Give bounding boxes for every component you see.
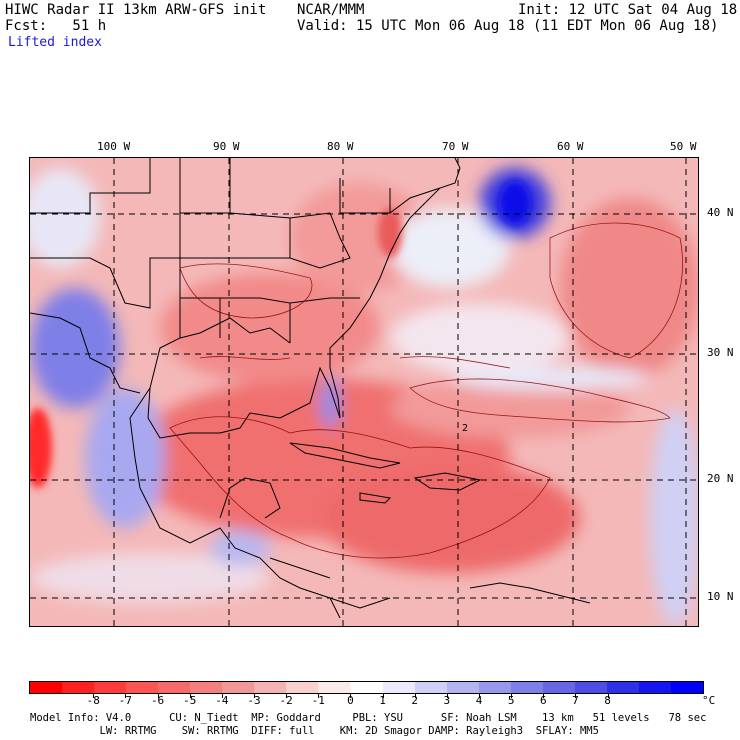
field-name: Lifted index bbox=[8, 35, 102, 50]
field-detail bbox=[30, 181, 531, 488]
colorbar-swatch bbox=[286, 682, 319, 693]
map-svg: 2 bbox=[30, 158, 698, 626]
forecast-hour: Fcst: 51 h bbox=[5, 18, 107, 34]
colorbar-tick bbox=[414, 693, 416, 698]
colorbar-swatch bbox=[318, 682, 351, 693]
colorbar-label: -2 bbox=[279, 694, 293, 707]
colorbar-swatch bbox=[670, 682, 703, 693]
contour-lines bbox=[169, 222, 683, 559]
colorbar-swatch bbox=[542, 682, 575, 693]
colorbar-label: 8 bbox=[604, 694, 611, 707]
colorbar-swatch bbox=[350, 682, 383, 693]
colorbar-label: 7 bbox=[572, 694, 579, 707]
colorbar-label: 6 bbox=[539, 694, 547, 707]
colorbar-tick bbox=[189, 693, 191, 698]
colorbar-label: -3 bbox=[247, 694, 261, 707]
lon-label-60w: 60 W bbox=[557, 140, 584, 153]
lon-label-80w: 80 W bbox=[327, 140, 354, 153]
colorbar-swatch bbox=[574, 682, 607, 693]
lat-label-20n: 20 N bbox=[707, 472, 734, 485]
colorbar-tick bbox=[607, 693, 609, 698]
colorbar-swatch bbox=[382, 682, 415, 693]
valid-time: Valid: 15 UTC Mon 06 Aug 18 (11 EDT Mon … bbox=[297, 18, 719, 34]
colorbar-label: -8 bbox=[86, 694, 100, 707]
colorbar-swatch bbox=[638, 682, 671, 693]
colorbar-tick bbox=[350, 693, 352, 698]
contour-label: 2 bbox=[462, 423, 468, 434]
colorbar-label: 2 bbox=[411, 694, 419, 707]
colorbar-label: 1 bbox=[379, 694, 386, 707]
colorbar-label: -6 bbox=[150, 694, 165, 707]
init-time: Init: 12 UTC Sat 04 Aug 18 bbox=[518, 2, 738, 18]
colorbar-label: 0 bbox=[347, 694, 354, 707]
colorbar-tick bbox=[125, 693, 127, 698]
colorbar-ticks bbox=[29, 693, 704, 699]
colorbar-swatch bbox=[126, 682, 159, 693]
colorbar-unit: °C bbox=[702, 694, 716, 707]
colorbar-tick bbox=[575, 693, 577, 698]
coastlines bbox=[30, 158, 591, 619]
colorbar-label: -5 bbox=[183, 694, 197, 707]
colorbar-tick bbox=[254, 693, 255, 698]
lon-label-50w: 50 W bbox=[670, 140, 697, 153]
field-shading bbox=[30, 168, 698, 626]
lat-label-10n: 10 N bbox=[707, 590, 734, 603]
colorbar bbox=[29, 681, 704, 694]
institution-label: NCAR/MMM bbox=[297, 2, 365, 18]
colorbar-tick bbox=[382, 693, 384, 698]
lon-label-70w: 70 W bbox=[442, 140, 469, 153]
colorbar-swatch bbox=[222, 682, 255, 693]
colorbar-tick bbox=[446, 693, 448, 698]
lon-label-90w: 90 W bbox=[213, 140, 240, 153]
colorbar-label: 5 bbox=[507, 694, 515, 707]
colorbar-swatch bbox=[158, 682, 191, 693]
colorbar-swatch bbox=[30, 682, 63, 693]
colorbar-tick bbox=[93, 693, 95, 698]
graticule bbox=[30, 158, 698, 626]
lifted-index-map: 2 bbox=[29, 157, 699, 627]
colorbar-tick bbox=[157, 693, 159, 698]
model-title: HIWC Radar II 13km ARW-GFS init bbox=[5, 2, 267, 18]
colorbar-swatch bbox=[478, 682, 511, 693]
colorbar-tick bbox=[286, 693, 288, 698]
colorbar-tick bbox=[511, 693, 513, 698]
model-info-line2: LW: RRTMG SW: RRTMG DIFF: full KM: 2D Sm… bbox=[30, 725, 599, 737]
colorbar-label: 3 bbox=[443, 694, 451, 707]
colorbar-tick bbox=[479, 693, 480, 698]
colorbar-swatch bbox=[510, 682, 543, 693]
colorbar-swatch bbox=[254, 682, 287, 693]
colorbar-swatch bbox=[446, 682, 479, 693]
model-info-line1: Model Info: V4.0 CU: N_Tiedt MP: Goddard… bbox=[30, 712, 707, 724]
colorbar-tick bbox=[221, 693, 223, 698]
colorbar-swatch bbox=[606, 682, 639, 693]
colorbar-swatch bbox=[190, 682, 223, 693]
colorbar-label: -1 bbox=[311, 694, 325, 707]
lat-label-40n: 40 N bbox=[707, 206, 734, 219]
lat-label-30n: 30 N bbox=[707, 346, 734, 359]
colorbar-tick bbox=[318, 693, 320, 698]
colorbar-swatch bbox=[62, 682, 95, 693]
colorbar-tick bbox=[543, 693, 545, 698]
colorbar-label: -4 bbox=[215, 694, 229, 707]
colorbar-label: 4 bbox=[475, 694, 483, 707]
colorbar-swatch bbox=[414, 682, 447, 693]
colorbar-swatch bbox=[94, 682, 127, 693]
lon-label-100w: 100 W bbox=[97, 140, 131, 153]
colorbar-label: -7 bbox=[118, 694, 133, 707]
